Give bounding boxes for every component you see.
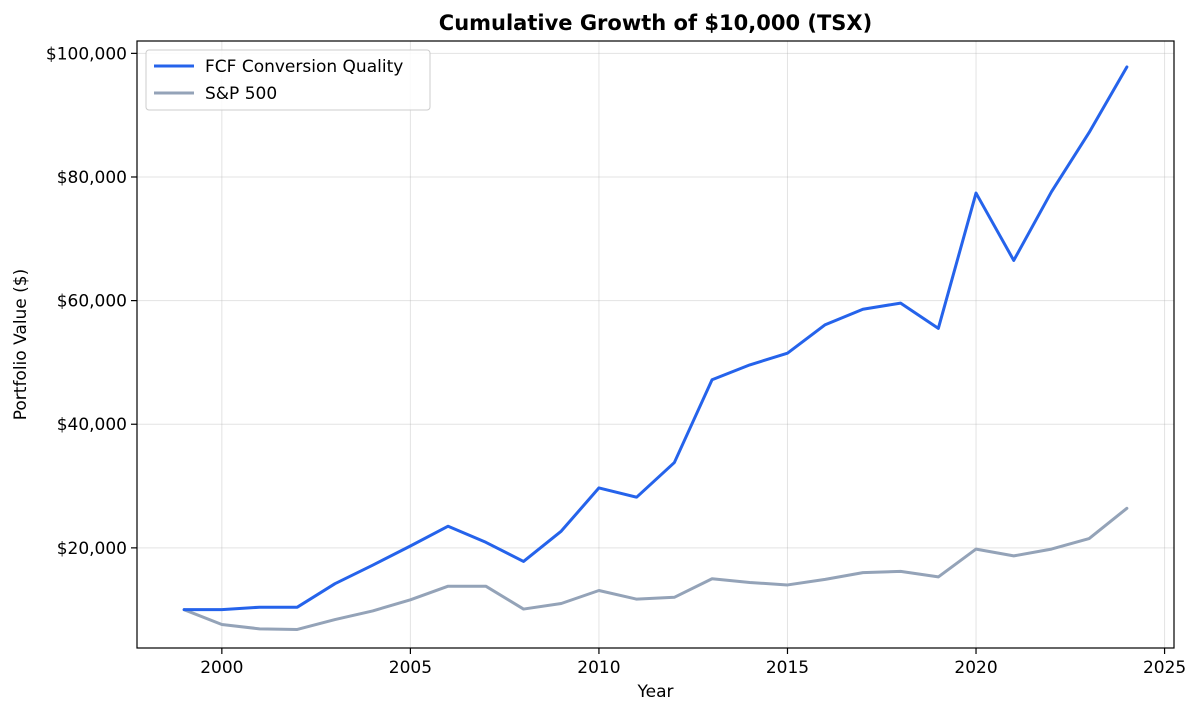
x-axis: 2000 2005 2010 2015 2020 2025	[200, 648, 1186, 678]
y-tick-label: $20,000	[57, 539, 127, 559]
x-tick-label: 2020	[954, 658, 997, 678]
series-lines	[182, 65, 1129, 631]
x-tick-label: 2015	[766, 658, 809, 678]
series-line-sp500	[182, 506, 1129, 631]
y-tick-label: $80,000	[57, 168, 127, 188]
y-axis-title: Portfolio Value ($)	[11, 269, 31, 421]
legend-label-sp500: S&P 500	[205, 84, 277, 104]
x-axis-title: Year	[637, 682, 674, 702]
series-line-fcf-conversion-quality	[182, 65, 1129, 612]
x-tick-label: 2005	[389, 658, 432, 678]
grid-lines	[137, 41, 1174, 648]
y-tick-label: $100,000	[46, 44, 127, 64]
plot-frame	[136, 40, 1175, 649]
chart-title: Cumulative Growth of $10,000 (TSX)	[439, 11, 872, 35]
legend-label-fcf: FCF Conversion Quality	[205, 57, 403, 77]
legend-box	[145, 49, 431, 111]
y-tick-label: $60,000	[57, 292, 127, 312]
x-tick-label: 2010	[577, 658, 620, 678]
y-tick-label: $40,000	[57, 415, 127, 435]
y-axis: $20,000 $40,000 $60,000 $80,000 $100,000	[46, 44, 137, 559]
x-tick-label: 2025	[1143, 658, 1186, 678]
x-tick-label: 2000	[200, 658, 243, 678]
legend: FCF Conversion Quality S&P 500	[145, 49, 431, 111]
